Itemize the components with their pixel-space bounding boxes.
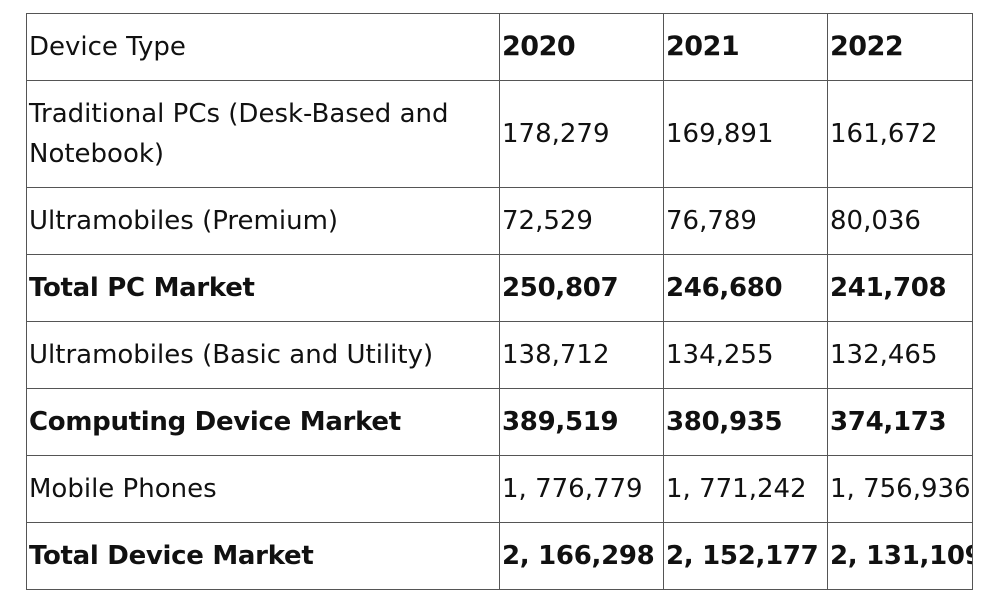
cell-2022: 80,036 <box>827 187 973 255</box>
cell-2020: 1, 776,779 <box>499 455 664 523</box>
cell-2020: 138,712 <box>499 321 664 389</box>
header-device-type: Device Type <box>26 13 500 81</box>
table-row-total: Total Device Market 2, 166,298 2, 152,17… <box>26 522 973 590</box>
cell-2021: 2, 152,177 <box>663 522 828 590</box>
cell-2022: 161,672 <box>827 80 973 188</box>
cell-2021: 169,891 <box>663 80 828 188</box>
header-year-2022: 2022 <box>827 13 973 81</box>
table-header-row: Device Type 2020 2021 2022 <box>26 13 973 81</box>
cell-2020: 178,279 <box>499 80 664 188</box>
row-label: Ultramobiles (Basic and Utility) <box>26 321 500 389</box>
row-label: Mobile Phones <box>26 455 500 523</box>
table-row: Ultramobiles (Premium) 72,529 76,789 80,… <box>26 187 973 255</box>
table-row: Ultramobiles (Basic and Utility) 138,712… <box>26 321 973 389</box>
cell-2020: 72,529 <box>499 187 664 255</box>
device-shipments-table: Device Type 2020 2021 2022 Traditional P… <box>26 13 973 590</box>
header-year-2021: 2021 <box>663 13 828 81</box>
cell-2022: 1, 756,936 <box>827 455 973 523</box>
row-label: Total PC Market <box>26 254 500 322</box>
cell-2022: 241,708 <box>827 254 973 322</box>
cell-2021: 246,680 <box>663 254 828 322</box>
row-label: Computing Device Market <box>26 388 500 456</box>
cell-2020: 2, 166,298 <box>499 522 664 590</box>
cell-2020: 389,519 <box>499 388 664 456</box>
table-row-total: Computing Device Market 389,519 380,935 … <box>26 388 973 456</box>
cell-2022: 132,465 <box>827 321 973 389</box>
row-label: Total Device Market <box>26 522 500 590</box>
cell-2021: 380,935 <box>663 388 828 456</box>
table-row: Mobile Phones 1, 776,779 1, 771,242 1, 7… <box>26 455 973 523</box>
cell-2021: 134,255 <box>663 321 828 389</box>
cell-2022: 2, 131,109 <box>827 522 973 590</box>
cell-2021: 1, 771,242 <box>663 455 828 523</box>
row-label: Ultramobiles (Premium) <box>26 187 500 255</box>
header-year-2020: 2020 <box>499 13 664 81</box>
cell-2021: 76,789 <box>663 187 828 255</box>
cell-2020: 250,807 <box>499 254 664 322</box>
table-row-total: Total PC Market 250,807 246,680 241,708 <box>26 254 973 322</box>
cell-2022: 374,173 <box>827 388 973 456</box>
table-row: Traditional PCs (Desk-Based and Notebook… <box>26 80 973 188</box>
row-label: Traditional PCs (Desk-Based and Notebook… <box>26 80 500 188</box>
